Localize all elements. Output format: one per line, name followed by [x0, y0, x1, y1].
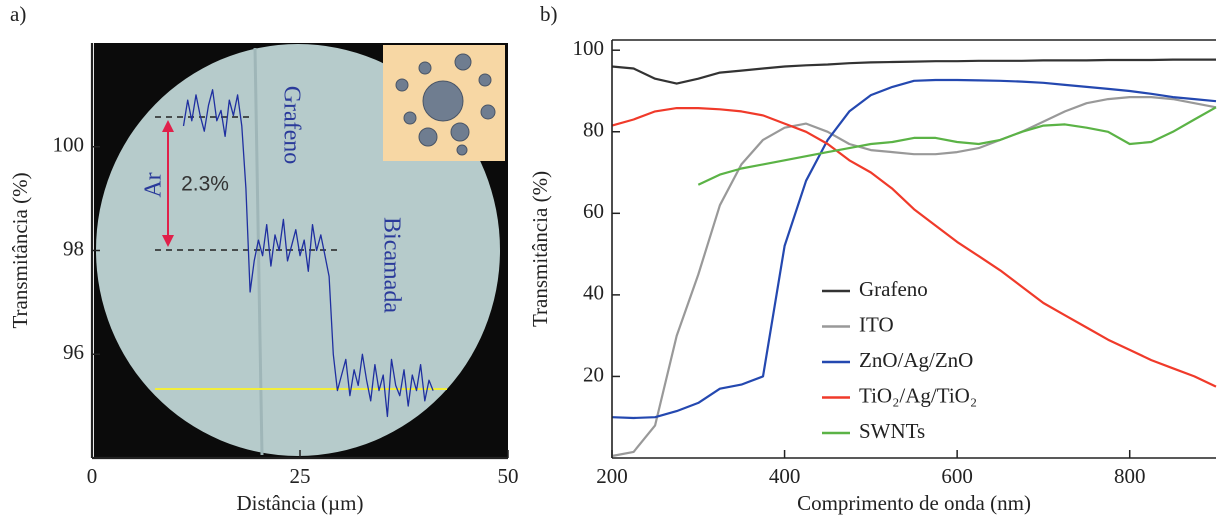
series-line — [697, 106, 1217, 186]
membrane-fold — [253, 47, 264, 456]
x-axis-label: Distância (µm) — [237, 491, 364, 515]
y-axis-label: Transmitância (%) — [528, 171, 552, 327]
legend-label: TiO₂/Ag/TiO₂ — [859, 383, 977, 407]
x-tick-label: 600 — [941, 464, 973, 488]
y-tick-label: 20 — [583, 362, 604, 386]
annotation: Grafeno — [278, 86, 304, 165]
series-line — [182, 89, 434, 418]
y-tick-label: 98 — [63, 236, 84, 260]
annotation: 2.3% — [181, 173, 229, 196]
x-tick-label: 800 — [1114, 464, 1146, 488]
panel-label: b) — [540, 2, 558, 26]
x-tick-label: 200 — [596, 464, 628, 488]
series-line — [611, 96, 1217, 458]
y-tick-label: 100 — [53, 133, 85, 157]
legend-label: ZnO/Ag/ZnO — [859, 348, 973, 372]
x-tick-label: 400 — [769, 464, 801, 488]
y-tick-label: 60 — [583, 199, 604, 223]
y-axis-label: Transmitância (%) — [8, 172, 32, 328]
x-tick-label: 25 — [290, 464, 311, 488]
y-tick-label: 96 — [63, 340, 84, 364]
annotation: Bicamada — [378, 217, 404, 313]
legend-label: ITO — [859, 312, 894, 336]
series-line — [611, 58, 1216, 85]
series-line — [611, 107, 1217, 388]
inset-holes — [395, 53, 496, 156]
x-tick-label: 50 — [498, 464, 519, 488]
y-tick-label: 40 — [583, 281, 604, 305]
annotation: Ar — [141, 172, 167, 197]
legend-label: SWNTs — [859, 419, 925, 443]
series-line — [611, 78, 1217, 420]
y-tick-label: 100 — [573, 36, 605, 60]
legend-label: Grafeno — [859, 277, 928, 301]
x-tick-label: 0 — [87, 464, 98, 488]
panel-label: a) — [10, 2, 26, 26]
x-axis-label: Comprimento de onda (nm) — [797, 491, 1031, 515]
y-tick-label: 80 — [583, 118, 604, 142]
